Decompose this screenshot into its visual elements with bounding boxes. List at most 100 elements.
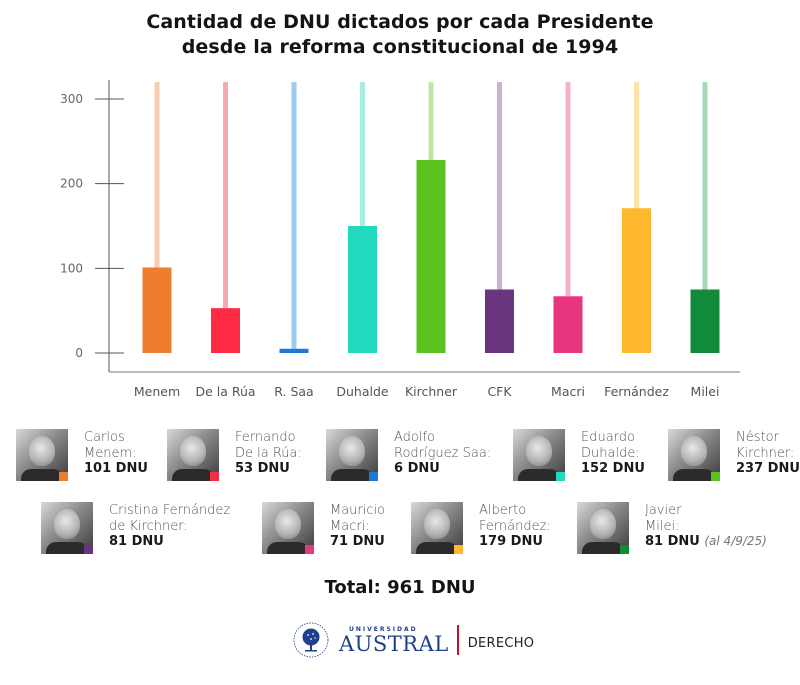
color-swatch xyxy=(556,472,565,481)
president-first-name: Carlos xyxy=(84,430,125,445)
color-swatch xyxy=(620,545,629,554)
president-card: Mauricio Macri: 71 DNU xyxy=(262,502,385,554)
president-photo xyxy=(167,429,219,481)
president-card: Alberto Fernández: 179 DNU xyxy=(411,502,551,554)
president-last-name: Macri: xyxy=(330,518,370,534)
bar xyxy=(690,289,720,353)
bar-stem xyxy=(223,82,228,309)
president-first-name: Mauricio xyxy=(330,503,386,518)
x-tick-label: Menem xyxy=(134,384,180,399)
bar-stems xyxy=(154,82,708,349)
president-first-name: Alberto xyxy=(479,503,527,518)
color-swatch xyxy=(84,545,93,554)
president-dnu-count: 237 DNU xyxy=(736,461,800,476)
y-tick-label: 0 xyxy=(75,346,83,360)
y-tick-label: 100 xyxy=(60,261,83,275)
bar xyxy=(553,296,583,353)
y-tick-label: 300 xyxy=(60,92,83,106)
bars xyxy=(142,159,720,353)
bar xyxy=(485,289,514,353)
president-first-name: Javier xyxy=(645,503,682,518)
x-category-labels: Menem De la Rúa R. Saa Duhalde Kirchner CFK Ma… xyxy=(134,384,720,399)
president-dnu-count: 101 DNU xyxy=(84,461,148,476)
color-swatch xyxy=(369,472,378,481)
president-last-name: Kirchner: xyxy=(736,445,795,461)
bar-stem xyxy=(497,82,502,290)
color-swatch xyxy=(454,545,463,554)
logo-austral: AUSTRAL xyxy=(339,631,449,656)
color-swatch xyxy=(59,472,68,481)
president-last-name: Milei: xyxy=(645,518,680,534)
president-last-name: Fernández: xyxy=(479,518,551,534)
chart-axes xyxy=(108,80,740,373)
chart-title-line2: desde la reforma constitucional de 1994 xyxy=(181,36,619,58)
president-first-name: Eduardo xyxy=(581,430,635,445)
bar xyxy=(622,208,651,353)
x-tick-label: Milei xyxy=(691,384,720,399)
color-swatch xyxy=(711,472,720,481)
president-last-name: de Kirchner: xyxy=(109,518,188,534)
bar xyxy=(279,348,309,353)
logo-department: DERECHO xyxy=(467,635,535,651)
bar xyxy=(416,159,446,353)
color-swatch xyxy=(305,545,314,554)
president-first-name: Cristina Fernández xyxy=(109,503,231,518)
x-tick-label: Duhalde xyxy=(336,384,389,399)
president-dnu-count: 71 DNU xyxy=(330,534,385,549)
president-first-name: Adolfo xyxy=(394,430,436,445)
bar-stem xyxy=(702,82,708,290)
bar-stem xyxy=(634,82,639,209)
president-card: Javier Milei: 81 DNU (al 4/9/25) xyxy=(577,502,767,554)
chart-title-line1: Cantidad de DNU dictados por cada Presid… xyxy=(146,11,654,33)
president-dnu-count: 81 DNU xyxy=(109,534,164,549)
x-tick-label: Kirchner xyxy=(405,384,458,399)
president-photo xyxy=(411,502,463,554)
president-photo xyxy=(16,429,68,481)
president-last-name: Menem: xyxy=(84,445,137,461)
president-card: Eduardo Duhalde: 152 DNU xyxy=(513,429,645,481)
president-card: Adolfo Rodríguez Saa: 6 DNU xyxy=(326,429,491,481)
color-swatch xyxy=(210,472,219,481)
austral-logo: UNIVERSIDAD AUSTRAL DERECHO xyxy=(293,618,534,662)
president-dnu-count: 53 DNU xyxy=(235,461,290,476)
president-photo xyxy=(262,502,314,554)
x-tick-label: CFK xyxy=(487,384,512,399)
president-dnu-count: 179 DNU xyxy=(479,534,543,549)
president-first-name: Néstor xyxy=(736,430,779,445)
chart-title: Cantidad de DNU dictados por cada Presid… xyxy=(0,10,800,60)
x-tick-label: Fernández xyxy=(604,384,669,399)
bar-stem xyxy=(360,82,365,226)
president-last-name: Rodríguez Saa: xyxy=(394,445,492,461)
total-dnu: Total: 961 DNU xyxy=(324,577,476,598)
x-tick-label: De la Rúa xyxy=(195,384,255,399)
president-dnu-count: 152 DNU xyxy=(581,461,645,476)
president-photo xyxy=(668,429,720,481)
bar xyxy=(348,226,377,353)
logo-divider xyxy=(456,625,459,655)
president-card: Fernando De la Rúa: 53 DNU xyxy=(167,429,302,481)
president-dnu-count: 81 DNU (al 4/9/25) xyxy=(645,534,767,550)
president-photo xyxy=(326,429,378,481)
president-photo xyxy=(513,429,565,481)
president-last-name: Duhalde: xyxy=(581,445,640,461)
y-ticks: 0 100 200 300 xyxy=(60,92,124,360)
y-tick-label: 200 xyxy=(60,177,83,191)
bar-stem xyxy=(291,82,297,349)
bar xyxy=(211,308,240,353)
bar xyxy=(142,267,172,353)
bar-chart: 0 100 200 300 Menem De la Rúa R. Saa Duhalde Ki… xyxy=(60,80,740,399)
university-seal-icon xyxy=(293,622,329,658)
date-note: (al 4/9/25) xyxy=(704,534,767,548)
president-card: Cristina Fernández de Kirchner: 81 DNU xyxy=(41,502,230,554)
president-photo xyxy=(577,502,629,554)
president-photo xyxy=(41,502,93,554)
bar-stem xyxy=(428,82,434,160)
president-dnu-count: 6 DNU xyxy=(394,461,440,476)
president-card: Néstor Kirchner: 237 DNU xyxy=(668,429,800,481)
x-tick-label: Macri xyxy=(551,384,585,399)
president-card: Carlos Menem: 101 DNU xyxy=(16,429,148,481)
president-first-name: Fernando xyxy=(235,430,296,445)
logo-universidad: UNIVERSIDAD xyxy=(349,625,418,633)
bar-stem xyxy=(154,82,160,268)
x-tick-label: R. Saa xyxy=(274,384,313,399)
